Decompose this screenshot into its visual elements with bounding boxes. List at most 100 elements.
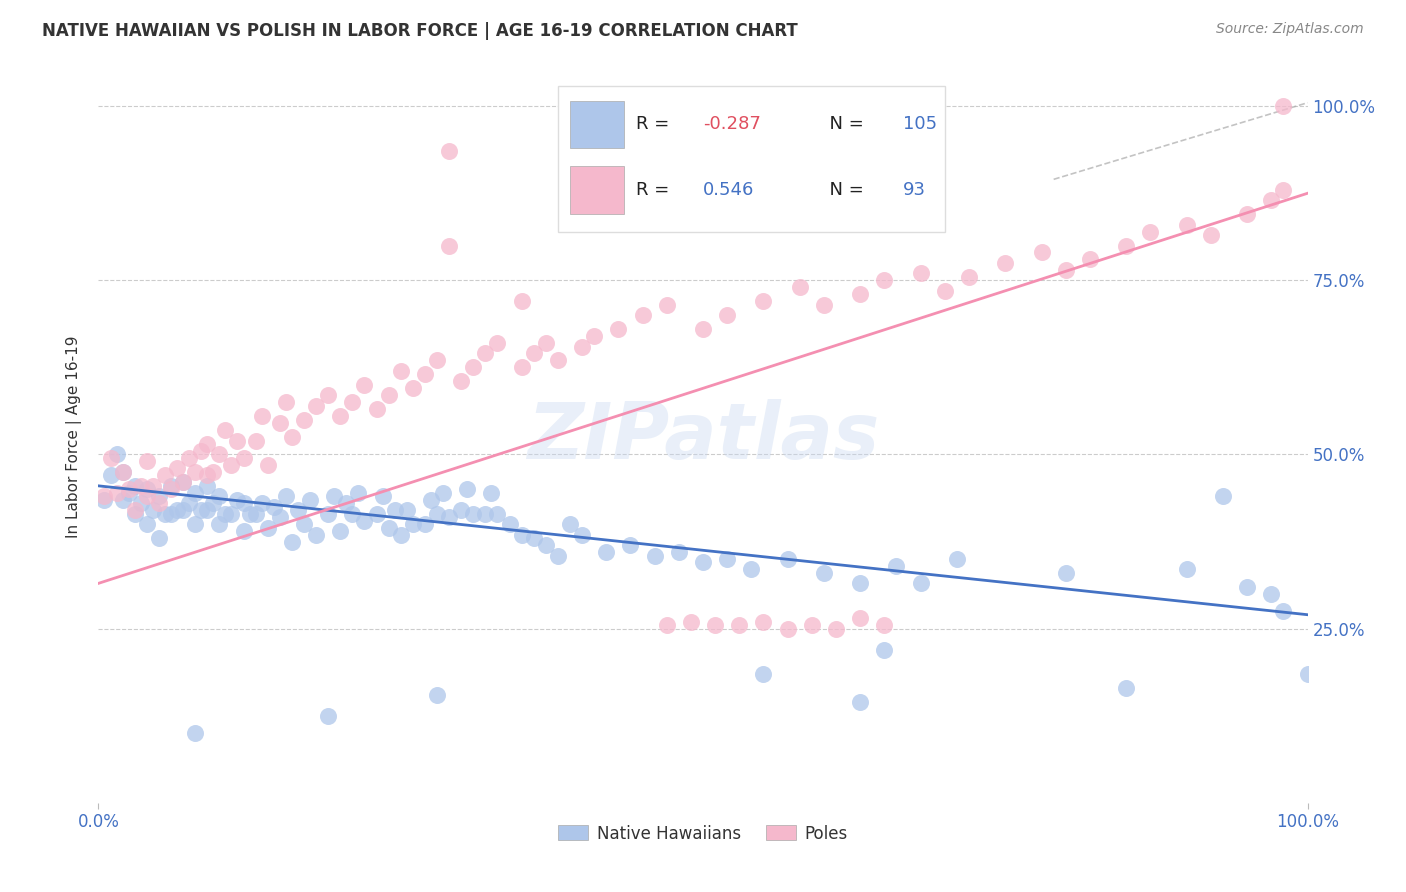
Point [558,517,581,532]
Point [432,485,454,500]
Point [886,558,908,573]
Point [142,479,165,493]
Point [195,479,218,493]
Point [486,507,509,521]
Point [498,517,520,532]
Point [523,346,546,360]
Point [172,503,194,517]
Point [160,483,183,497]
Point [232,496,254,510]
Point [607,322,630,336]
Point [135,517,157,532]
Point [752,294,775,309]
Point [292,517,315,532]
Point [221,458,243,472]
Point [232,450,254,465]
Point [523,531,546,545]
Point [316,708,339,723]
Point [437,510,460,524]
Point [166,503,188,517]
Point [111,465,134,479]
Point [510,527,533,541]
Point [534,538,557,552]
Point [195,468,218,483]
Point [129,496,152,510]
Point [377,388,399,402]
Point [413,517,436,532]
Point [389,364,412,378]
Point [716,552,738,566]
Point [281,430,304,444]
Point [1272,183,1295,197]
Point [179,450,201,465]
Point [752,615,775,629]
Point [148,489,170,503]
Point [329,409,352,424]
FancyBboxPatch shape [569,167,624,214]
Point [463,360,485,375]
Point [692,556,714,570]
Point [124,507,146,521]
Point [135,489,157,503]
Point [1031,245,1053,260]
Point [172,475,194,490]
Point [93,492,115,507]
Point [910,576,932,591]
Point [172,475,194,490]
Point [226,434,249,448]
Point [184,465,207,479]
Point [740,562,762,576]
Point [335,496,357,510]
Point [269,510,291,524]
Point [353,377,375,392]
Point [583,329,606,343]
Point [250,409,273,424]
Point [93,489,115,503]
Point [849,576,872,591]
Point [510,360,533,375]
Point [190,503,212,517]
Y-axis label: In Labor Force | Age 16-19: In Labor Force | Age 16-19 [66,335,83,539]
Point [934,284,956,298]
Point [510,294,533,309]
FancyBboxPatch shape [569,101,624,148]
Point [789,280,811,294]
Point [402,517,425,532]
Text: Source: ZipAtlas.com: Source: ZipAtlas.com [1216,22,1364,37]
Point [153,468,176,483]
Point [595,545,617,559]
Point [1236,580,1258,594]
Point [292,412,315,426]
Point [353,514,375,528]
Point [752,667,775,681]
Point [111,492,134,507]
Point [366,402,388,417]
Point [329,524,352,538]
Point [274,489,297,503]
Point [547,353,569,368]
Point [226,492,249,507]
Point [232,524,254,538]
Point [153,507,176,521]
Point [946,552,969,566]
Point [668,545,690,559]
Point [256,521,278,535]
Point [644,549,666,563]
Point [655,618,678,632]
Point [873,618,896,632]
Point [716,308,738,322]
Point [129,479,152,493]
Point [148,531,170,545]
Point [437,145,460,159]
Text: 93: 93 [903,181,925,199]
Point [208,489,231,503]
Point [692,322,714,336]
Point [420,492,443,507]
Point [190,444,212,458]
Point [571,339,593,353]
Point [450,503,472,517]
Point [118,485,141,500]
Point [269,416,291,430]
Point [221,507,243,521]
Point [245,507,267,521]
